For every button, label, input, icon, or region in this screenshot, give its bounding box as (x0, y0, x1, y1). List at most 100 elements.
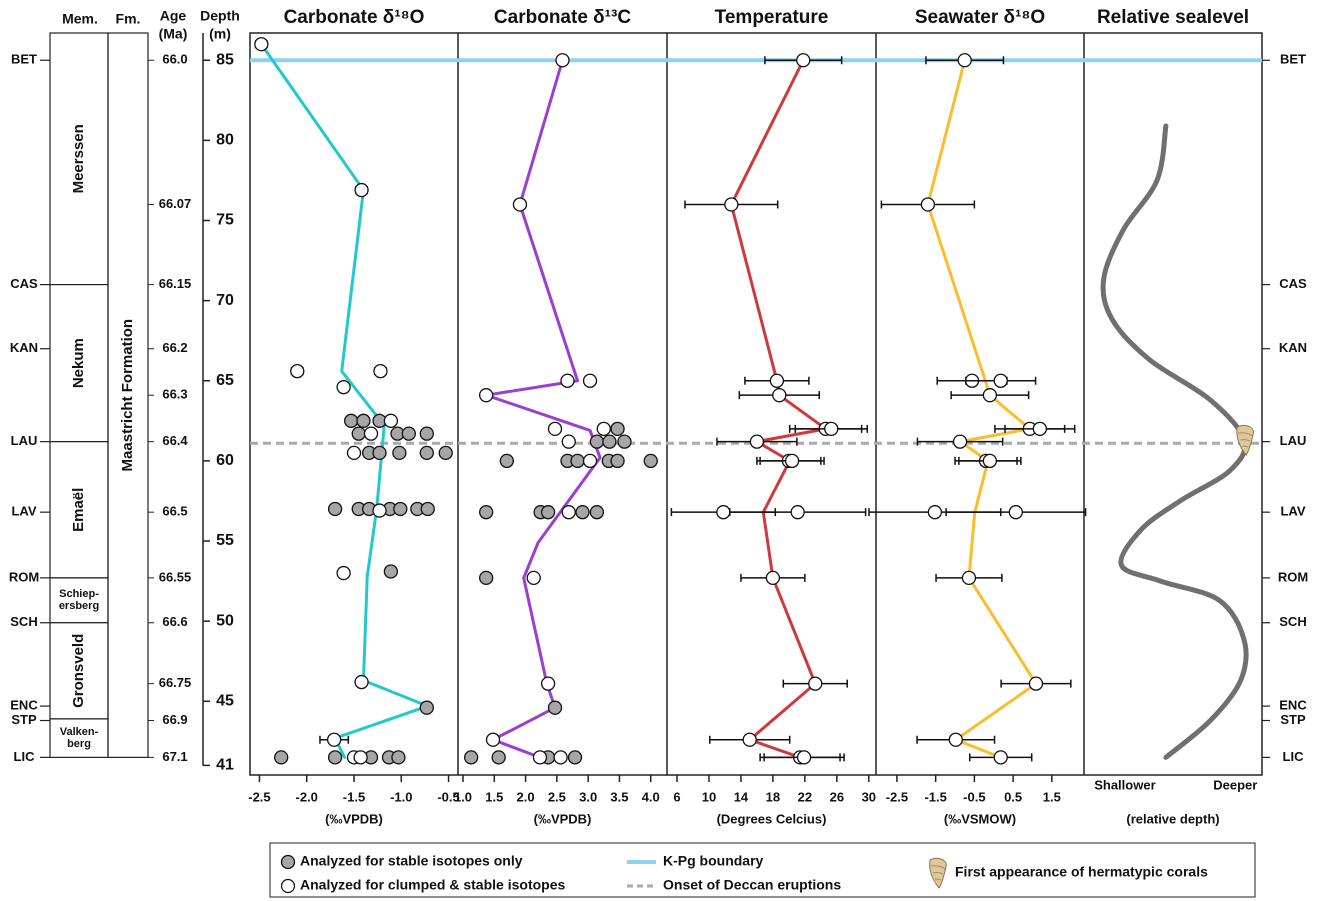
sample-point (742, 732, 757, 747)
sample-point (547, 421, 563, 436)
sample-point (391, 750, 406, 765)
panel-title: Carbonate δ¹³C (494, 7, 631, 28)
legend-marker (280, 878, 296, 894)
sample-point (948, 732, 963, 747)
sample-point (363, 426, 379, 441)
member-name: ersberg (59, 600, 99, 612)
level-label: STP (11, 712, 37, 727)
sample-point (589, 505, 605, 520)
age-label: 66.15 (159, 276, 192, 291)
x-tick-label: 14 (734, 789, 749, 804)
sample-point (570, 453, 585, 469)
profile-line (729, 58, 828, 759)
plot-frame (249, 32, 1263, 776)
sample-point (540, 676, 556, 691)
depth-tick-label: 60 (216, 452, 234, 469)
level-label: LAV (11, 504, 36, 519)
sample-point (290, 363, 305, 379)
x-tick-label: 22 (798, 789, 812, 804)
level-label: BET (11, 52, 37, 67)
sample-point (479, 505, 494, 520)
age-label: 66.07 (159, 196, 192, 211)
sample-point (769, 373, 785, 388)
legend-label: Analyzed for clumped & stable isotopes (300, 877, 565, 893)
level-label: BET (1280, 52, 1306, 67)
depth-header: Depth (200, 8, 240, 24)
x-tick-label: 6 (673, 789, 680, 804)
age-label: 66.9 (162, 712, 187, 727)
sample-point (344, 413, 359, 428)
sample-point (582, 453, 598, 469)
panel-title: Relative sealevel (1097, 7, 1249, 28)
sample-point (561, 505, 576, 520)
depth-unit: (m) (209, 26, 231, 42)
sample-point (336, 380, 351, 395)
sample-point (353, 750, 368, 765)
member-box (49, 284, 109, 443)
x-tick-label: -2.5 (886, 789, 908, 804)
sample-point (1032, 421, 1047, 436)
x-tick-label: 18 (766, 789, 780, 804)
legend-box (269, 842, 1256, 898)
age-header: Age (160, 8, 187, 24)
sample-point (479, 570, 494, 586)
sample-point (982, 388, 998, 403)
level-label: ROM (1278, 569, 1308, 584)
x-tick-label: 26 (830, 789, 844, 804)
sample-point (589, 434, 605, 449)
sample-point (393, 501, 408, 517)
x-tick-label: -2.0 (296, 789, 318, 804)
age-label: 67.1 (162, 749, 187, 764)
sample-point (961, 570, 977, 586)
sample-point (327, 750, 343, 765)
x-tick-label: 1.5 (1043, 789, 1061, 804)
x-axis-label: (relative depth) (1126, 811, 1219, 826)
x-tick-label: -1.5 (343, 789, 365, 804)
depth-tick-label: 80 (216, 132, 234, 149)
member-box (49, 718, 109, 758)
sample-point (526, 570, 541, 586)
sample-point (491, 750, 506, 765)
sample-point (392, 445, 407, 461)
sample-point (336, 565, 351, 581)
sample-point (553, 750, 568, 765)
sample-point (957, 53, 972, 68)
member-name: Nekum (70, 338, 87, 388)
member-name: Valken- (60, 726, 99, 738)
member-name: Schiep- (59, 588, 99, 600)
sample-point (790, 505, 805, 520)
member-name: Emaël (70, 488, 87, 532)
sample-point (993, 750, 1008, 765)
member-name: berg (67, 738, 91, 750)
sample-point (784, 453, 800, 469)
x-tick-label: 30 (862, 789, 876, 804)
sample-point (419, 700, 434, 715)
level-label: KAN (1279, 340, 1307, 355)
panel-title: Seawater δ¹⁸O (915, 7, 1045, 28)
sample-point (356, 413, 371, 428)
sample-point (982, 453, 998, 469)
level-label: STP (1280, 712, 1306, 727)
age-label: 66.55 (159, 569, 192, 584)
sample-point (993, 373, 1008, 388)
x-tick-label: -0.5 (963, 789, 985, 804)
x-tick-label: -1.0 (390, 789, 412, 804)
sample-point (567, 750, 583, 765)
level-label: KAN (10, 340, 38, 355)
x-tick-label: 1.0 (454, 789, 472, 804)
sample-point (372, 445, 387, 461)
legend-label: Onset of Deccan eruptions (663, 877, 841, 893)
sample-point (372, 503, 387, 518)
sample-point (354, 182, 369, 198)
sample-point (952, 434, 968, 449)
x-tick-label: -0.5 (437, 789, 459, 804)
x-tick-label: -2.5 (248, 789, 270, 804)
level-label: LIC (14, 749, 36, 764)
x-tick-label: 2.5 (548, 789, 566, 804)
sample-point (920, 197, 936, 212)
depth-tick-label: 65 (216, 372, 234, 389)
sample-point (610, 421, 625, 436)
age-label: 66.3 (162, 387, 187, 402)
member-box (49, 622, 109, 720)
